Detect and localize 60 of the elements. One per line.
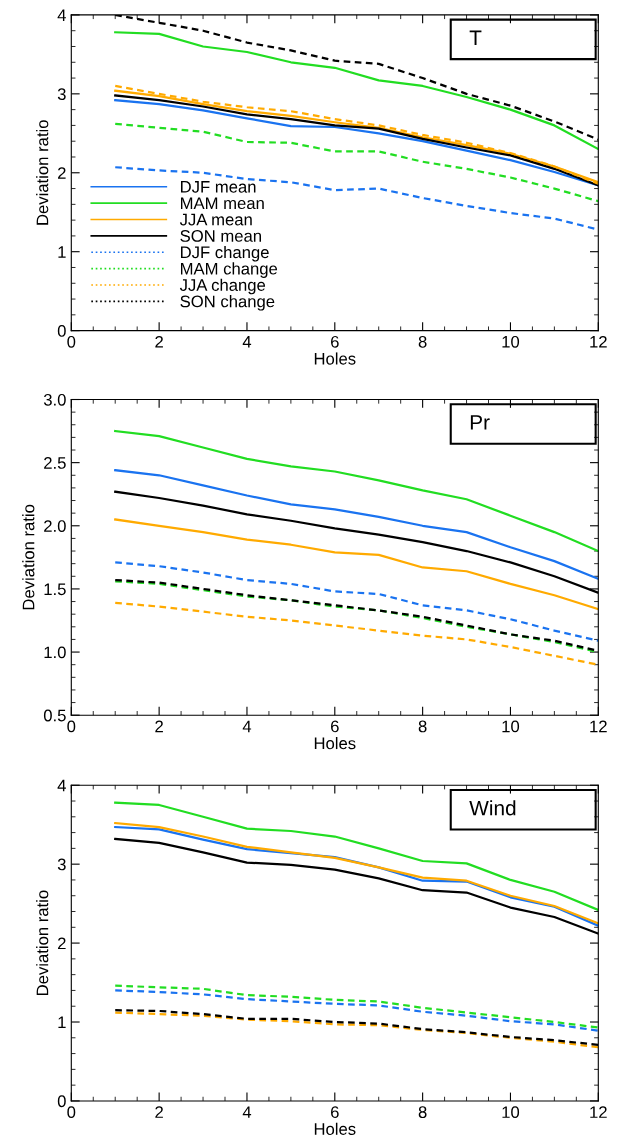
text: T bbox=[469, 30, 482, 45]
x-tick-label: 0 bbox=[67, 1106, 76, 1119]
x-tick-label: 2 bbox=[155, 1106, 163, 1118]
x-tick-label: 4 bbox=[242, 336, 252, 348]
y-tick-label: 2.0 bbox=[44, 520, 66, 532]
line-series bbox=[114, 31, 599, 151]
y-axis-title: Deviation ratio bbox=[22, 504, 35, 610]
y-tick-label: 0.5 bbox=[43, 709, 66, 722]
x-tick-label: 2 bbox=[155, 720, 163, 733]
y-tick-label: 4 bbox=[57, 779, 66, 792]
line-series bbox=[114, 518, 599, 611]
x-axis-title: Holes bbox=[314, 352, 356, 365]
y-tick-label: 4 bbox=[57, 9, 66, 21]
x-tick-label: 6 bbox=[331, 720, 339, 733]
legend-label: JJA mean bbox=[179, 213, 252, 226]
line-series bbox=[114, 561, 599, 642]
y-tick-label: 1 bbox=[58, 246, 66, 258]
y-tick-label: 0 bbox=[57, 1095, 66, 1108]
y-tick-label: 3.0 bbox=[43, 393, 66, 406]
x-tick-label: 10 bbox=[502, 1106, 520, 1119]
legend-label: JJA change bbox=[179, 278, 266, 295]
line-series bbox=[114, 801, 599, 912]
x-tick-label: 6 bbox=[331, 335, 339, 348]
y-tick-label: 1 bbox=[58, 1016, 66, 1029]
y-tick-label: 1.0 bbox=[44, 646, 66, 659]
x-tick-label: 8 bbox=[418, 720, 427, 733]
x-tick-label: 12 bbox=[590, 335, 607, 348]
y-tick-label: 2.5 bbox=[44, 457, 66, 469]
x-tick-label: 2 bbox=[155, 335, 163, 348]
y-tick-label: 2 bbox=[58, 167, 66, 179]
x-tick-label: 10 bbox=[502, 335, 520, 348]
x-axis-title: Holes bbox=[314, 736, 356, 750]
x-tick-label: 4 bbox=[242, 720, 252, 733]
x-tick-label: 6 bbox=[331, 1106, 339, 1119]
legend-label: SON mean bbox=[180, 230, 261, 242]
legend-label: MAM change bbox=[181, 262, 278, 278]
legend-label: SON change bbox=[180, 295, 275, 311]
x-tick-label: 0 bbox=[67, 335, 76, 348]
y-tick-label: 3 bbox=[57, 88, 66, 101]
x-tick-label: 12 bbox=[590, 720, 607, 733]
y-axis-title: Deviation ratio bbox=[36, 120, 49, 225]
x-tick-label: 12 bbox=[590, 1106, 607, 1118]
line-series bbox=[114, 469, 599, 580]
x-tick-label: 4 bbox=[242, 1106, 252, 1118]
x-tick-label: 8 bbox=[418, 1106, 427, 1119]
y-tick-label: 2 bbox=[58, 937, 66, 950]
y-tick-label: 1.5 bbox=[44, 583, 66, 596]
x-tick-label: 0 bbox=[67, 720, 76, 733]
text: Wind bbox=[469, 800, 516, 816]
y-axis-title: Deviation ratio bbox=[36, 890, 49, 995]
y-tick-label: 0 bbox=[57, 325, 66, 337]
legend-label: DJF change bbox=[181, 245, 269, 262]
x-axis-title: Holes bbox=[314, 1122, 356, 1135]
y-tick-label: 3 bbox=[57, 858, 66, 871]
line-series bbox=[114, 429, 599, 553]
text: Pr bbox=[470, 415, 490, 430]
x-tick-label: 10 bbox=[502, 720, 520, 733]
legend-label: DJF mean bbox=[181, 181, 256, 193]
legend-label: MAM mean bbox=[181, 197, 264, 210]
x-tick-label: 8 bbox=[418, 335, 427, 348]
